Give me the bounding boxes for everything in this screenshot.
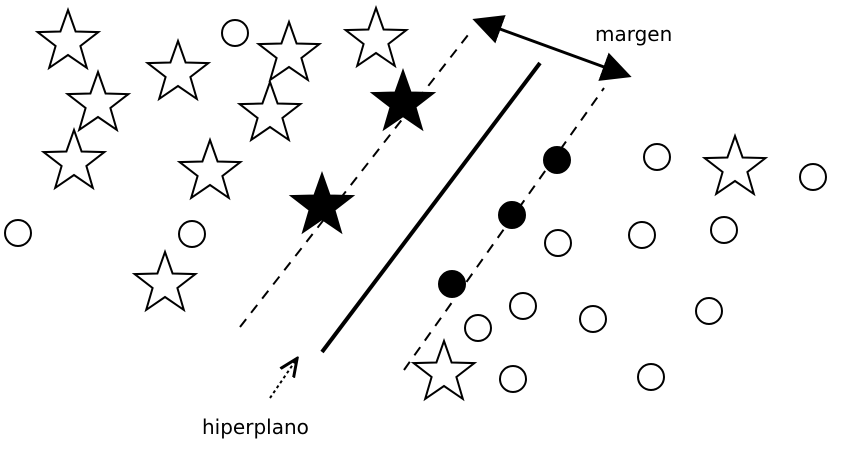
- circle-icon: [499, 365, 527, 393]
- circle-icon: [579, 305, 607, 333]
- star-icon: [144, 37, 212, 102]
- circle-icon: [637, 363, 665, 391]
- star-icon: [701, 132, 769, 197]
- filled-circle-icon: [543, 146, 571, 174]
- circle-icon: [178, 220, 206, 248]
- circle-icon: [643, 143, 671, 171]
- filled-circle-icon: [498, 201, 526, 229]
- margin-arrow: [472, 15, 632, 81]
- star-icon: [40, 126, 108, 191]
- filled-circle-icon: [438, 270, 466, 298]
- hyperplane-line: [320, 61, 542, 354]
- star-icon: [410, 337, 478, 402]
- star-icon: [131, 248, 199, 313]
- circle-icon: [695, 297, 723, 325]
- circle-icon: [4, 219, 32, 247]
- filled-star-icon: [369, 67, 437, 132]
- circle-icon: [628, 221, 656, 249]
- star-icon: [34, 6, 102, 71]
- star-icon: [342, 4, 410, 69]
- class-b-support-vectors: [438, 146, 571, 298]
- upper-margin-line: [239, 34, 469, 328]
- circle-icon: [544, 229, 572, 257]
- lower-margin-line: [403, 87, 605, 371]
- class-a-support-vectors: [288, 67, 437, 235]
- star-icon: [64, 68, 132, 133]
- circle-icon: [710, 216, 738, 244]
- class-b-points: [4, 19, 827, 393]
- class-a-points: [34, 4, 769, 402]
- star-icon: [236, 78, 304, 143]
- circle-icon: [464, 314, 492, 342]
- margin-label: margen: [595, 22, 672, 46]
- circle-icon: [509, 292, 537, 320]
- circle-icon: [221, 19, 249, 47]
- star-icon: [255, 18, 323, 83]
- hyperplane-label: hiperplano: [202, 415, 309, 439]
- star-icon: [176, 136, 244, 201]
- filled-star-icon: [288, 170, 356, 235]
- hyperplane-pointer-arrow: [269, 360, 296, 399]
- circle-icon: [799, 163, 827, 191]
